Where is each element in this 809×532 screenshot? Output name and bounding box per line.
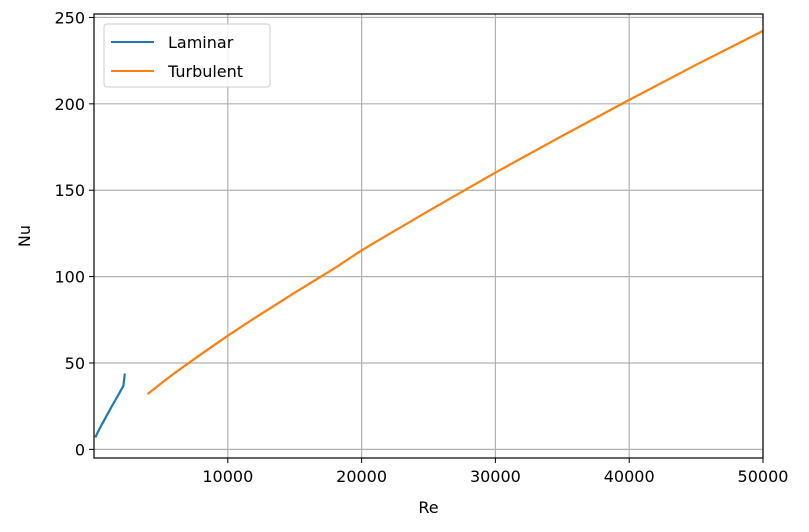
- series-line-turbulent: [146, 29, 764, 395]
- legend-entry-laminar: Laminar: [168, 33, 234, 52]
- series-line-laminar: [94, 373, 126, 438]
- y-tick-label: 250: [54, 8, 85, 27]
- legend: Laminar Turbulent: [103, 23, 271, 88]
- x-axis-label: Re: [418, 498, 438, 517]
- y-tick-label: 0: [75, 440, 85, 459]
- y-tick-label: 200: [54, 95, 85, 114]
- y-tick-label: 50: [65, 354, 85, 373]
- plot-frame: [93, 13, 764, 459]
- y-tick-label: 150: [54, 181, 85, 200]
- y-axis-label: Nu: [15, 225, 34, 247]
- x-tick-label: 30000: [470, 467, 521, 486]
- x-tick-label: 50000: [738, 467, 789, 486]
- series-lines: [94, 29, 764, 438]
- legend-entry-turbulent: Turbulent: [167, 62, 243, 81]
- y-axis-ticks: 0 50 100 150 200 250: [54, 8, 94, 459]
- x-tick-label: 40000: [604, 467, 655, 486]
- x-tick-label: 10000: [202, 467, 253, 486]
- x-axis-ticks: 10000 20000 30000 40000 50000: [202, 458, 788, 486]
- x-tick-label: 20000: [336, 467, 387, 486]
- y-tick-label: 100: [54, 268, 85, 287]
